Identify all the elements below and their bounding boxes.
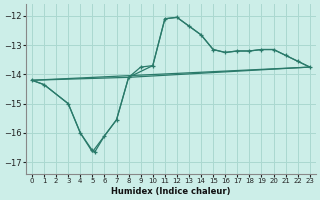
X-axis label: Humidex (Indice chaleur): Humidex (Indice chaleur) (111, 187, 231, 196)
